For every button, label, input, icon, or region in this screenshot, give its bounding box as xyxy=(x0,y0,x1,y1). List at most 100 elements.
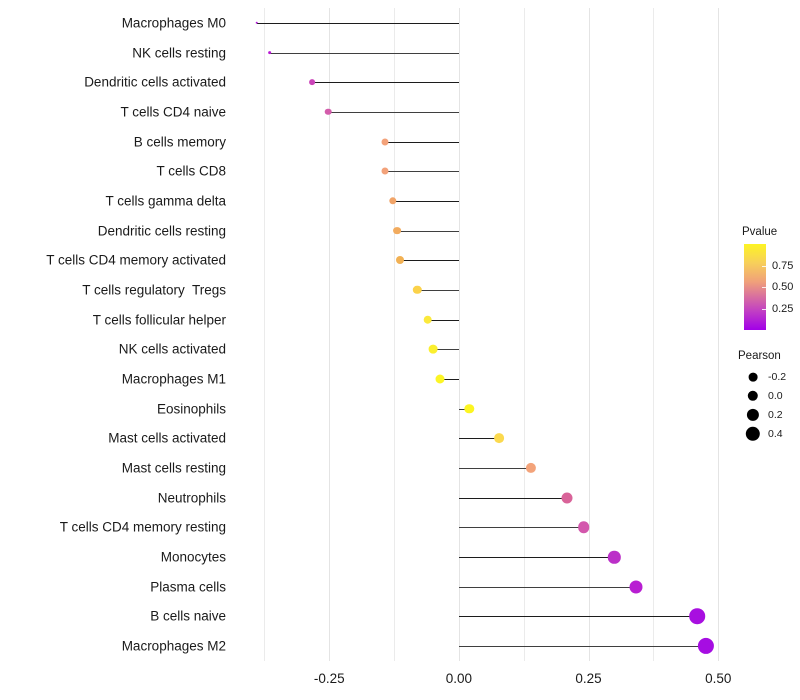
size-legend-dot xyxy=(746,408,760,422)
lollipop-point[interactable] xyxy=(697,638,714,655)
colorbar-tick-label: 0.75 xyxy=(772,259,794,272)
lollipop-point[interactable] xyxy=(429,344,438,354)
lollipop-stem xyxy=(427,319,459,321)
size-legend-item: 0.2 xyxy=(736,406,800,424)
y-axis-label: T cells regulatory Tregs xyxy=(82,282,226,298)
x-axis-tick-label: 0.00 xyxy=(445,671,473,686)
colorbar-tick-label: 0.50 xyxy=(772,281,794,293)
size-legend-item: -0.2 xyxy=(736,368,800,386)
y-axis-label: Macrophages M0 xyxy=(121,15,226,31)
size-legend-dot xyxy=(747,390,759,402)
y-axis-label: T cells CD4 memory resting xyxy=(59,519,226,535)
lollipop-point[interactable] xyxy=(324,108,332,116)
y-axis-label: T cells CD8 xyxy=(156,163,226,179)
y-axis-label: Dendritic cells activated xyxy=(84,74,226,90)
y-axis-label: NK cells resting xyxy=(132,44,226,60)
lollipop-stem xyxy=(312,82,459,84)
y-axis-label: Mast cells activated xyxy=(108,430,226,446)
lollipop-point[interactable] xyxy=(381,138,389,146)
lollipop-stem xyxy=(458,468,531,470)
y-axis-label: T cells CD4 memory activated xyxy=(46,252,226,268)
colorbar-tick-label: 0.25 xyxy=(772,302,794,315)
lollipop-stem xyxy=(458,557,615,559)
lollipop-stem xyxy=(269,52,459,54)
lollipop-stem xyxy=(397,230,459,232)
y-axis-label: Monocytes xyxy=(160,549,226,565)
pvalue-colorbar xyxy=(744,244,766,330)
y-axis-label: Dendritic cells resting xyxy=(97,222,226,238)
lollipop-stem xyxy=(385,141,459,143)
lollipop-point[interactable] xyxy=(393,226,402,235)
y-axis-label: Macrophages M2 xyxy=(121,638,226,654)
lollipop-stem xyxy=(458,646,706,648)
grid-line xyxy=(264,8,266,661)
x-axis: -0.25 0.00 0.25 0.50 xyxy=(232,661,732,691)
y-axis-labels: Macrophages M0 NK cells resting Dendritic … xyxy=(0,8,226,661)
lollipop-point[interactable] xyxy=(525,462,537,474)
lollipop-stem xyxy=(458,586,637,588)
size-legend-item: 0.0 xyxy=(736,387,800,405)
lollipop-stem xyxy=(417,289,459,291)
y-axis-label: B cells naive xyxy=(150,608,226,624)
lollipop-point[interactable] xyxy=(395,256,404,265)
size-legend-label: -0.2 xyxy=(768,371,787,383)
size-legend-label: 0.2 xyxy=(768,409,783,421)
lollipop-point[interactable] xyxy=(413,285,422,295)
lollipop-point[interactable] xyxy=(629,580,643,594)
size-legend-dot xyxy=(745,426,761,442)
lollipop-stem xyxy=(385,171,459,173)
y-axis-label: NK cells activated xyxy=(118,341,226,357)
y-axis-label: Eosinophils xyxy=(156,400,226,416)
size-legend-item: 0.4 xyxy=(736,425,800,443)
lollipop-stem xyxy=(328,111,459,113)
colorbar-tick-mark xyxy=(762,308,766,310)
y-axis-label: Macrophages M1 xyxy=(121,371,226,387)
colorbar-tick-mark xyxy=(762,265,766,267)
lollipop-point[interactable] xyxy=(435,374,445,384)
lollipop-point[interactable] xyxy=(309,79,316,86)
legend-area: Pvalue 0.75 0.50 0.25 Pearson -0.2 0.0 0.2 0.… xyxy=(736,226,800,446)
lollipop-stem xyxy=(433,349,459,351)
y-axis-label: T cells follicular helper xyxy=(92,311,226,327)
y-axis-label: T cells gamma delta xyxy=(105,193,226,209)
y-axis-label: B cells memory xyxy=(133,133,226,149)
size-legend-dot xyxy=(748,372,758,382)
lollipop-stem xyxy=(256,22,459,24)
lollipop-stem xyxy=(439,379,459,381)
colorbar-tick-mark xyxy=(762,287,766,288)
y-axis-label: Plasma cells xyxy=(150,579,226,595)
lollipop-point[interactable] xyxy=(561,492,573,504)
lollipop-stem xyxy=(399,260,459,262)
lollipop-stem xyxy=(458,616,698,618)
pvalue-legend-title: Pvalue xyxy=(742,226,778,238)
lollipop-point[interactable] xyxy=(608,550,621,564)
size-legend-label: 0.4 xyxy=(768,428,783,440)
grid-line xyxy=(329,8,331,661)
pearson-size-legend: Pearson -0.2 0.0 0.2 0.4 xyxy=(736,350,800,446)
lollipop-point[interactable] xyxy=(389,197,397,205)
grid-line xyxy=(718,8,720,661)
lollipop-point[interactable] xyxy=(578,521,590,534)
lollipop-stem xyxy=(458,408,470,410)
pearson-legend-title: Pearson xyxy=(738,350,781,362)
lollipop-point[interactable] xyxy=(255,21,258,25)
lollipop-stem xyxy=(458,497,567,499)
lollipop-point[interactable] xyxy=(267,50,272,55)
size-legend-label: 0.0 xyxy=(768,390,783,402)
lollipop-point[interactable] xyxy=(494,433,505,444)
grid-line xyxy=(458,8,460,661)
lollipop-point[interactable] xyxy=(423,315,433,324)
y-axis-label: Neutrophils xyxy=(157,490,226,505)
x-axis-tick-label: -0.25 xyxy=(313,671,345,686)
grid-line xyxy=(523,8,525,661)
grid-line xyxy=(653,8,655,661)
x-axis-tick-label: 0.50 xyxy=(705,671,732,686)
lollipop-stem xyxy=(458,527,584,529)
y-axis-label: T cells CD4 naive xyxy=(120,104,226,120)
lollipop-point[interactable] xyxy=(464,404,474,414)
lollipop-point[interactable] xyxy=(689,608,706,625)
y-axis-label: Mast cells resting xyxy=(121,460,226,476)
lollipop-stem xyxy=(393,200,459,202)
lollipop-point[interactable] xyxy=(381,167,389,175)
